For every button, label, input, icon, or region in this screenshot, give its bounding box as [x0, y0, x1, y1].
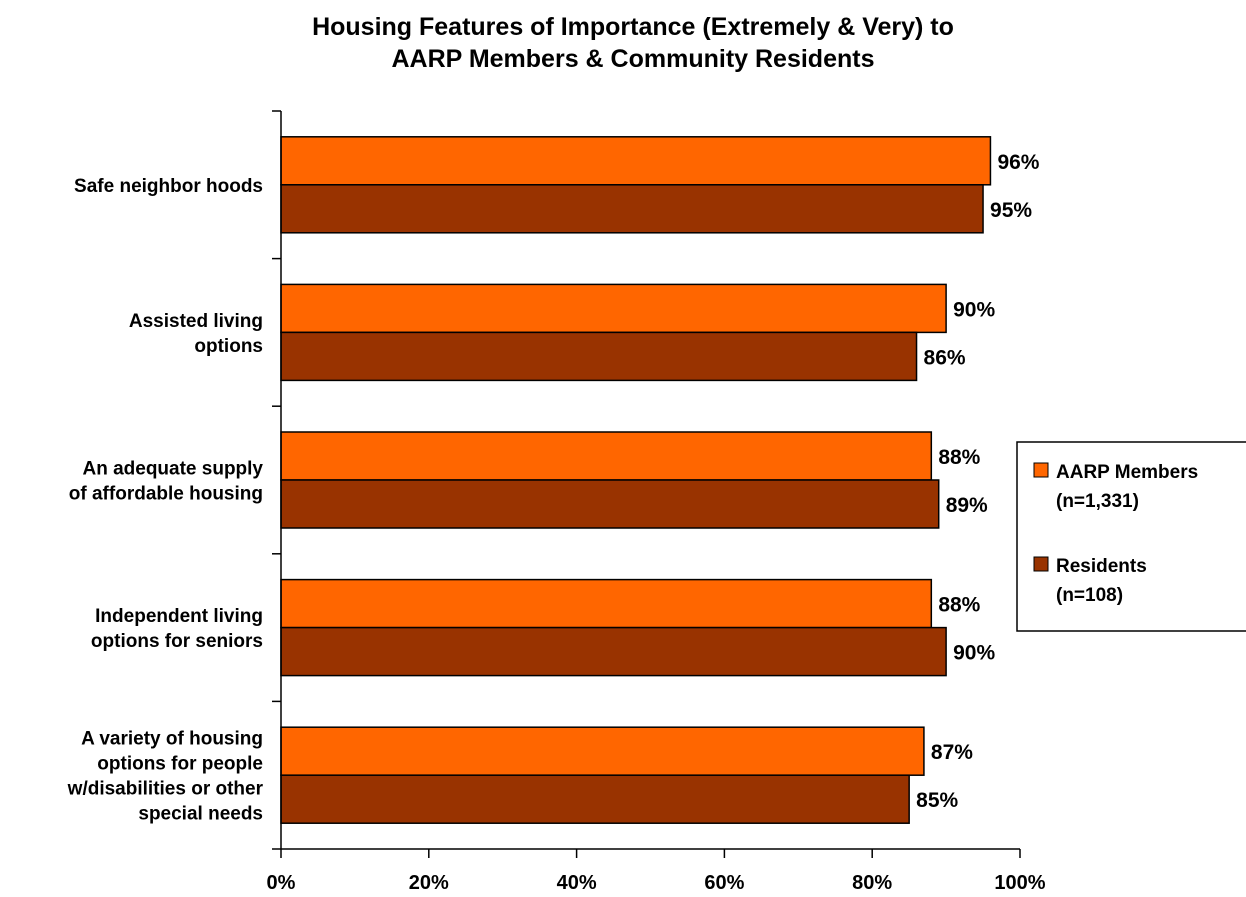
category-label: An adequate supply — [82, 459, 263, 480]
category-label: options for seniors — [91, 631, 263, 652]
data-label: 89% — [946, 494, 988, 517]
bar-aarp-members — [280, 136, 992, 186]
data-label: 96% — [997, 151, 1039, 174]
category-label: special needs — [138, 804, 263, 825]
bar-aarp-members — [280, 283, 947, 334]
category-label: of affordable housing — [69, 484, 263, 505]
category-label: options for people — [97, 754, 263, 775]
chart-title-line-2: AARP Members & Community Residents — [392, 45, 875, 73]
data-label: 85% — [916, 789, 958, 812]
legend: AARP Members (n=1,331) Residents (n=108) — [1016, 441, 1246, 632]
category-label: options — [194, 336, 263, 357]
data-label: 86% — [924, 346, 966, 369]
bar-aarp-members — [280, 431, 933, 481]
legend-swatch-aarp-members — [1033, 462, 1049, 478]
bar-aarp-members — [280, 578, 933, 629]
category-label: Assisted living — [129, 311, 263, 332]
legend-label-aarp-members-line-2: (n=1,331) — [1056, 491, 1139, 512]
data-label: 87% — [931, 741, 973, 764]
legend-box — [1016, 441, 1246, 632]
category-label: Independent living — [95, 606, 263, 627]
data-label: 90% — [953, 298, 995, 321]
bar-residents — [280, 626, 947, 677]
x-tick-label: 40% — [557, 872, 597, 894]
data-label: 95% — [990, 199, 1032, 222]
bar-aarp-members — [280, 726, 925, 776]
x-tick-label: 20% — [409, 872, 449, 894]
x-tick-label: 60% — [704, 872, 744, 894]
x-tick-label: 0% — [267, 872, 296, 894]
x-tick-label: 80% — [852, 872, 892, 894]
legend-swatch-residents — [1033, 556, 1049, 572]
legend-label-aarp-members-line-1: AARP Members — [1056, 462, 1198, 483]
category-label: w/disabilities or other — [67, 779, 264, 800]
data-label: 88% — [938, 446, 980, 469]
bar-residents — [280, 774, 910, 824]
legend-label-residents-line-1: Residents — [1056, 556, 1147, 577]
bar-residents — [280, 184, 984, 234]
category-label: Safe neighbor hoods — [74, 176, 263, 197]
category-label: A variety of housing — [81, 729, 263, 750]
chart-title-line-1: Housing Features of Importance (Extremel… — [312, 13, 954, 41]
bar-residents — [280, 331, 918, 382]
data-label: 88% — [938, 594, 980, 617]
x-tick-label: 100% — [994, 872, 1045, 894]
bar-residents — [280, 479, 940, 529]
legend-label-residents-line-2: (n=108) — [1056, 585, 1123, 606]
plot-area: 96% 95% Safe neighbor hoods 90% 86% Assisted … — [67, 110, 1046, 894]
data-label: 90% — [953, 642, 995, 665]
